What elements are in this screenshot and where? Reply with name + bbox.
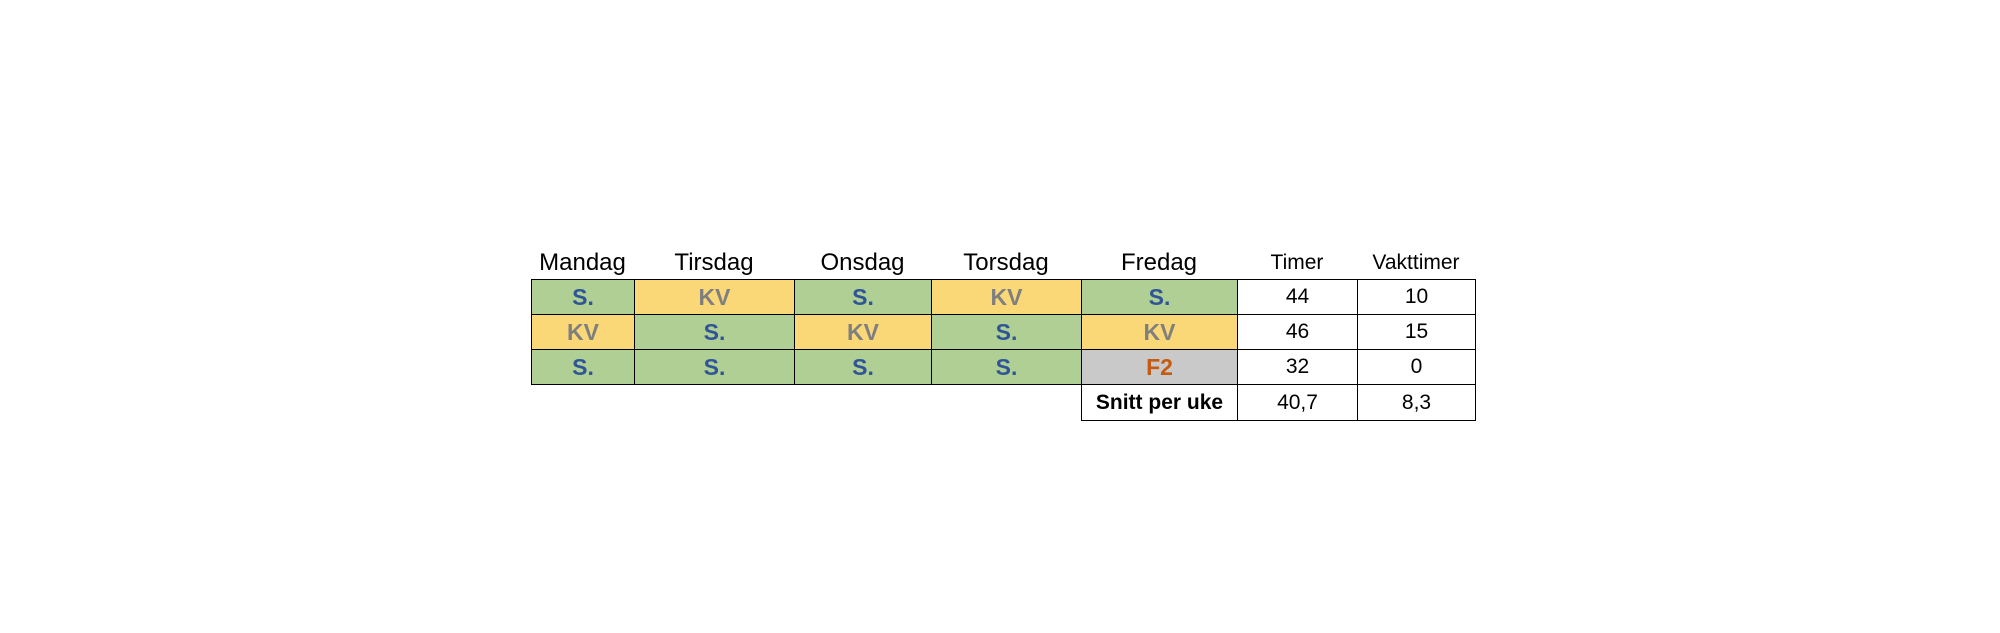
shift-cell-r3-torsdag: S. xyxy=(931,349,1082,385)
header-fredag: Fredag xyxy=(1120,249,1198,276)
summary-label: Snitt per uke xyxy=(1081,384,1238,421)
shift-cell-r3-tirsdag: S. xyxy=(634,349,795,385)
shift-cell-r3-fredag: F2 xyxy=(1081,349,1238,385)
timer-cell-r3: 32 xyxy=(1237,349,1358,385)
header-timer: Timer xyxy=(1270,251,1324,274)
header-onsdag: Onsdag xyxy=(820,249,905,276)
shift-cell-r1-tirsdag: KV xyxy=(634,279,795,315)
shift-cell-r2-torsdag: S. xyxy=(931,314,1082,350)
shift-cell-r2-fredag: KV xyxy=(1081,314,1238,350)
vakttimer-cell-r1: 10 xyxy=(1357,279,1476,315)
summary-timer: 40,7 xyxy=(1237,384,1358,421)
shift-cell-r1-onsdag: S. xyxy=(794,279,932,315)
header-mandag: Mandag xyxy=(539,249,626,276)
header-torsdag: Torsdag xyxy=(963,249,1049,276)
timer-cell-r1: 44 xyxy=(1237,279,1358,315)
summary-vakttimer: 8,3 xyxy=(1357,384,1476,421)
shift-cell-r1-torsdag: KV xyxy=(931,279,1082,315)
shift-cell-r2-tirsdag: S. xyxy=(634,314,795,350)
vakttimer-cell-r3: 0 xyxy=(1357,349,1476,385)
shift-cell-r3-mandag: S. xyxy=(531,349,635,385)
timer-cell-r2: 46 xyxy=(1237,314,1358,350)
vakttimer-cell-r2: 15 xyxy=(1357,314,1476,350)
shift-cell-r2-onsdag: KV xyxy=(794,314,932,350)
shift-cell-r1-mandag: S. xyxy=(531,279,635,315)
header-tirsdag: Tirsdag xyxy=(674,249,754,276)
shift-cell-r1-fredag: S. xyxy=(1081,279,1238,315)
header-vakttimer: Vakttimer xyxy=(1372,251,1460,274)
shift-cell-r2-mandag: KV xyxy=(531,314,635,350)
shift-cell-r3-onsdag: S. xyxy=(794,349,932,385)
